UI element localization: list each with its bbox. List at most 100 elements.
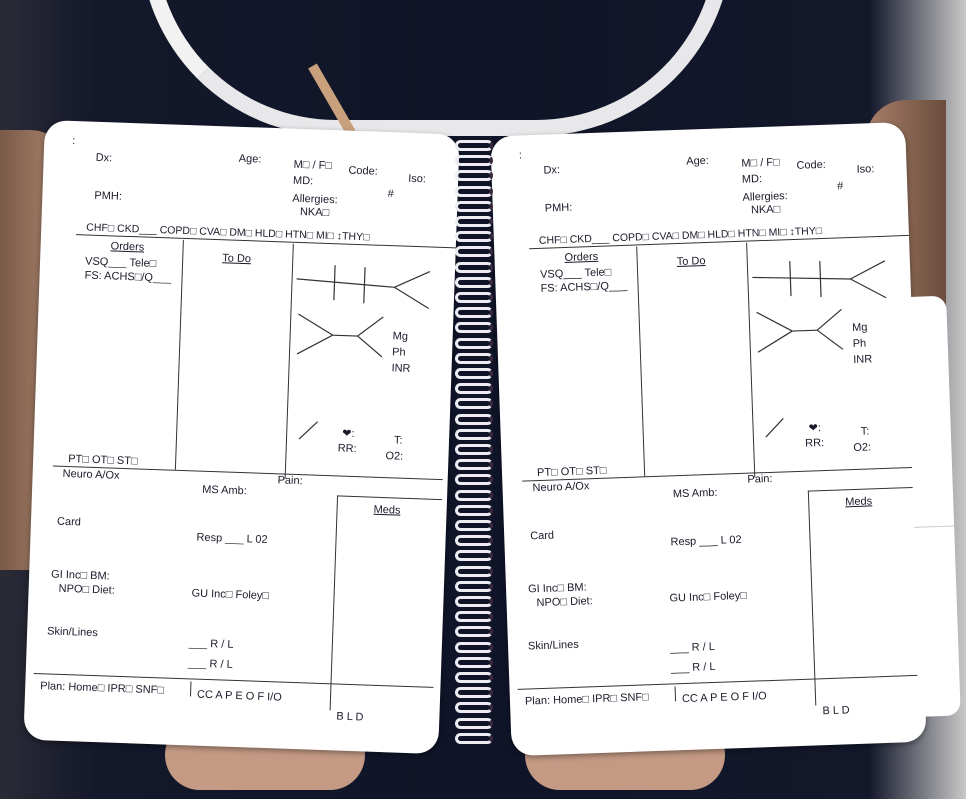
spiral-binding (455, 140, 495, 750)
column-divider (636, 246, 646, 477)
todo-title: To Do (222, 252, 252, 266)
spiral-ring (455, 580, 493, 592)
sex-checkboxes[interactable]: M□ / F□ (293, 158, 333, 173)
inr-label: INR (853, 353, 873, 366)
divider (189, 681, 192, 697)
neuro-label: Neuro A/Ox (532, 480, 590, 495)
spiral-ring (455, 200, 493, 212)
spiral-ring (455, 292, 493, 303)
o2-label: O2: (853, 441, 872, 454)
meds-title: Meds (845, 495, 873, 509)
plan-checkboxes[interactable]: Plan: Home□ IPR□ SNF□ (40, 680, 165, 697)
spiral-ring (455, 717, 493, 729)
spiral-ring (455, 337, 493, 349)
rl-line-1: ___ R / L (670, 640, 716, 655)
rr-label: RR: (804, 437, 825, 450)
meals-row: B L D (822, 704, 850, 718)
hash-label: # (387, 188, 394, 201)
o2-label: O2: (385, 450, 404, 463)
fishbone-lab-diagram (752, 260, 887, 438)
skin-lines-label: Skin/Lines (527, 638, 580, 653)
spiral-ring (455, 474, 493, 486)
temp-label: T: (860, 425, 870, 438)
spiral-ring (455, 246, 493, 258)
spiral-ring (455, 732, 493, 744)
spiral-ring (455, 626, 493, 638)
spiral-ring (455, 398, 493, 410)
fs-achs[interactable]: FS: ACHS□/Q___ (84, 269, 172, 285)
resp-label: Resp ___ L 02 (670, 533, 742, 549)
gi-label[interactable]: GI Inc□ BM: (50, 568, 110, 583)
resp-label: Resp ___ L 02 (196, 531, 268, 547)
todo-title: To Do (676, 255, 706, 269)
spiral-ring (455, 702, 493, 714)
code-label: Code: (796, 158, 827, 172)
orders-title: Orders (564, 250, 599, 264)
notebook-page-right: : Dx: Age: M□ / F□ Code: Iso: MD: # PMH:… (490, 122, 961, 757)
vsq-tele[interactable]: VSQ___ Tele□ (539, 266, 612, 281)
nka-checkbox[interactable]: NKA□ (299, 205, 330, 219)
divider (674, 686, 677, 702)
spiral-ring (455, 656, 493, 668)
pain-label: Pain: (277, 474, 303, 488)
neuro-label: Neuro A/Ox (62, 467, 120, 482)
gu-label[interactable]: GU Inc□ Foley□ (669, 589, 748, 605)
cc-row: CC A P E O F I/O (196, 688, 282, 704)
rl-line-2: ___ R / L (670, 660, 716, 675)
pmh-label: PMH: (94, 189, 123, 203)
spiral-ring (455, 276, 493, 288)
meds-divider (329, 495, 339, 711)
hash-label: # (836, 180, 844, 193)
ms-amb-label: MS Amb: (672, 486, 718, 501)
divider (517, 674, 918, 690)
fishbone-lab-diagram (296, 265, 431, 440)
spiral-ring (455, 489, 493, 501)
page-tab[interactable] (914, 525, 961, 708)
divider (807, 486, 913, 492)
gi-label[interactable]: GI Inc□ BM: (527, 581, 587, 596)
age-label: Age: (686, 154, 710, 168)
npo-diet-label[interactable]: NPO□ Diet: (536, 595, 593, 610)
spiral-ring (455, 550, 493, 562)
age-label: Age: (238, 152, 262, 166)
spiral-ring (455, 672, 493, 683)
notebook-page-left: : Dx: Age: M□ / F□ Code: Iso: MD: # PMH:… (23, 120, 460, 755)
ms-amb-label: MS Amb: (201, 483, 248, 498)
column-divider (174, 239, 184, 470)
vsq-tele[interactable]: VSQ___ Tele□ (84, 255, 157, 270)
spiral-ring (455, 352, 493, 364)
spiral-ring (455, 307, 493, 319)
spiral-ring (455, 504, 493, 516)
spiral-ring (455, 322, 493, 334)
spiral-ring (455, 368, 493, 379)
spiral-ring (455, 535, 493, 547)
ph-label: Ph (391, 346, 406, 359)
plan-checkboxes[interactable]: Plan: Home□ IPR□ SNF□ (524, 691, 649, 708)
dots: : (518, 149, 523, 162)
dots: : (72, 134, 76, 148)
gu-label[interactable]: GU Inc□ Foley□ (191, 587, 270, 603)
spiral-ring (455, 231, 493, 243)
spiral-ring (455, 155, 493, 167)
md-label: MD: (741, 173, 763, 186)
card-label: Card (56, 515, 82, 529)
therapy-checkboxes[interactable]: PT□ OT□ ST□ (536, 464, 607, 480)
spiral-ring (455, 611, 493, 623)
skin-lines-label: Skin/Lines (46, 625, 99, 640)
spiral-ring (455, 565, 493, 577)
dx-label: Dx: (543, 164, 561, 177)
meds-divider (807, 490, 817, 706)
heart-rate-label: ❤: (808, 422, 822, 435)
dx-label: Dx: (95, 151, 113, 165)
iso-label: Iso: (407, 172, 427, 186)
nka-checkbox[interactable]: NKA□ (750, 203, 781, 217)
sex-checkboxes[interactable]: M□ / F□ (741, 156, 780, 170)
iso-label: Iso: (856, 163, 875, 176)
therapy-checkboxes[interactable]: PT□ OT□ ST□ (67, 453, 138, 468)
fs-achs[interactable]: FS: ACHS□/Q___ (540, 279, 628, 295)
npo-diet-label[interactable]: NPO□ Diet: (58, 582, 115, 597)
allergies-label: Allergies: (742, 190, 788, 204)
meds-title: Meds (373, 503, 401, 517)
md-label: MD: (292, 174, 314, 188)
temp-label: T: (393, 434, 403, 447)
